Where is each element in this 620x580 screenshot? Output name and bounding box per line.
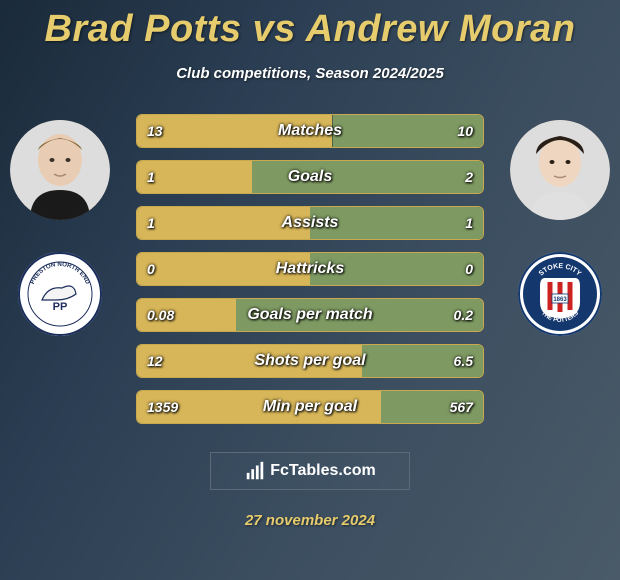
stat-row: 12Goals bbox=[136, 160, 484, 194]
svg-text:PP: PP bbox=[53, 301, 68, 313]
stat-row: 126.5Shots per goal bbox=[136, 344, 484, 378]
player-left-avatar bbox=[10, 120, 110, 220]
club-right-badge: 1863 STOKE CITY THE POTTERS bbox=[518, 252, 602, 336]
brand-text: FcTables.com bbox=[270, 462, 376, 480]
stat-row: 1359567Min per goal bbox=[136, 390, 484, 424]
stat-bars: 1310Matches 12Goals 11Assists 00Hattricks 0.… bbox=[136, 114, 484, 436]
stat-label: Hattricks bbox=[137, 253, 483, 285]
chart-icon bbox=[244, 460, 266, 482]
stat-row: 11Assists bbox=[136, 206, 484, 240]
stat-label: Shots per goal bbox=[137, 345, 483, 377]
stat-label: Assists bbox=[137, 207, 483, 239]
svg-text:1863: 1863 bbox=[553, 297, 567, 303]
comparison-panel: PP PRESTON NORTH END 1863 STOKE CITY THE… bbox=[0, 110, 620, 430]
season-subtitle: Club competitions, Season 2024/2025 bbox=[0, 65, 620, 82]
stat-label: Min per goal bbox=[137, 391, 483, 423]
player-right-avatar bbox=[510, 120, 610, 220]
page-title: Brad Potts vs Andrew Moran bbox=[0, 0, 620, 51]
stat-label: Matches bbox=[137, 115, 483, 147]
club-left-badge: PP PRESTON NORTH END bbox=[18, 252, 102, 336]
brand-badge: FcTables.com bbox=[210, 452, 410, 490]
stat-label: Goals bbox=[137, 161, 483, 193]
stat-row: 1310Matches bbox=[136, 114, 484, 148]
stat-label: Goals per match bbox=[137, 299, 483, 331]
stat-row: 0.080.2Goals per match bbox=[136, 298, 484, 332]
stat-row: 00Hattricks bbox=[136, 252, 484, 286]
snapshot-date: 27 november 2024 bbox=[0, 512, 620, 529]
